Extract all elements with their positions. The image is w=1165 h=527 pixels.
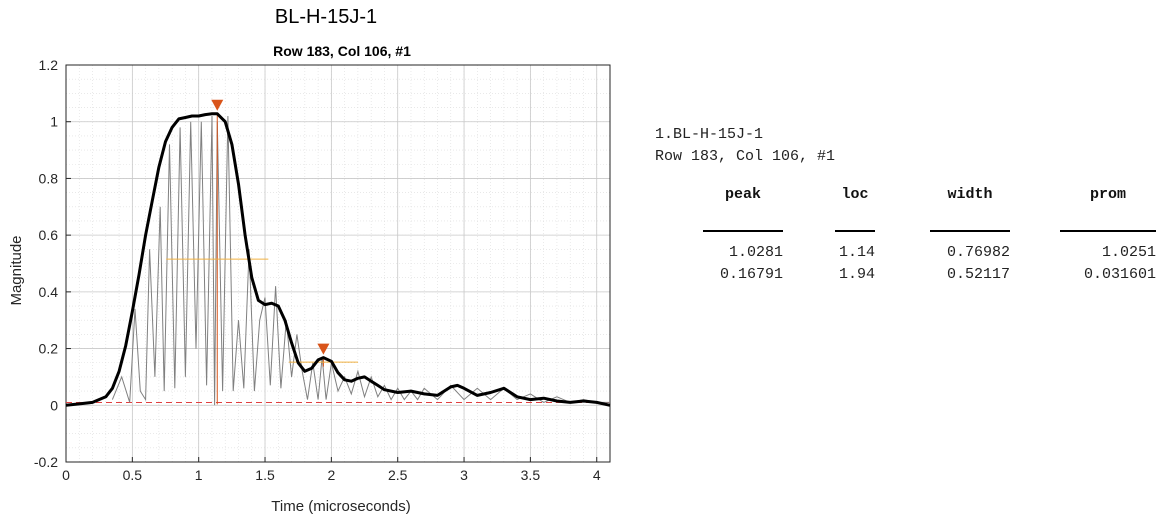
y-tick-label: 1.2 bbox=[39, 57, 59, 73]
width-column: width bbox=[930, 184, 1010, 206]
table-cell-loc-2: 1.94 bbox=[838, 266, 875, 283]
console-line-2: Row 183, Col 106, #1 bbox=[655, 148, 836, 165]
y-tick-label: 1 bbox=[50, 114, 58, 130]
magnitude-chart: 0 0.5 1 1.5 2 2.5 3 3.5 4-0.200.20.40.60.811.2Ti… bbox=[8, 43, 611, 515]
x-tick-label: 3.5 bbox=[521, 467, 541, 483]
peak-marker-1 bbox=[211, 99, 224, 111]
x-tick-label: 1 bbox=[195, 467, 203, 483]
console-line-1: 1.BL-H-15J-1 bbox=[655, 126, 764, 143]
loc-column: loc bbox=[835, 184, 875, 206]
table-cell-peak-1: 1.0281 bbox=[728, 244, 783, 261]
x-tick-label: 1.5 bbox=[255, 467, 275, 483]
peak-rule bbox=[703, 230, 783, 232]
x-tick-label: 0.5 bbox=[123, 467, 143, 483]
signal-series bbox=[111, 115, 610, 406]
y-tick-label: 0 bbox=[50, 397, 58, 413]
x-tick-label: 2.5 bbox=[388, 467, 408, 483]
table-cell-peak-2: 0.16791 bbox=[719, 266, 783, 283]
peak-column: peak bbox=[703, 184, 783, 206]
y-tick-label: 0.8 bbox=[39, 170, 59, 186]
table-cell-loc-1: 1.14 bbox=[838, 244, 875, 261]
x-tick-label: 4 bbox=[593, 467, 601, 483]
width-header: width bbox=[947, 186, 993, 203]
table-cell-prom-1: 1.0251 bbox=[1101, 244, 1156, 261]
y-axis-label: Magnitude bbox=[8, 235, 25, 305]
table-cell-width-2: 0.52117 bbox=[946, 266, 1010, 283]
prom-column: prom bbox=[1060, 184, 1156, 206]
table-cell-prom-2: 0.031601 bbox=[1083, 266, 1156, 283]
x-tick-label: 3 bbox=[460, 467, 468, 483]
y-tick-label: 0.4 bbox=[39, 284, 59, 300]
prom-header: prom bbox=[1089, 186, 1126, 203]
envelope-series bbox=[65, 112, 611, 407]
axes-box bbox=[65, 64, 611, 463]
prom-rule bbox=[1060, 230, 1156, 232]
y-tick-label: 0.2 bbox=[39, 341, 59, 357]
chart-title: Row 183, Col 106, #1 bbox=[273, 43, 411, 59]
x-tick-label: 0 bbox=[62, 467, 70, 483]
x-tick-label: 2 bbox=[327, 467, 335, 483]
peak-header: peak bbox=[724, 186, 761, 203]
x-axis-label: Time (microseconds) bbox=[271, 498, 410, 515]
y-tick-label: 0.6 bbox=[39, 227, 59, 243]
y-tick-label: -0.2 bbox=[34, 454, 58, 470]
table-cell-width-1: 0.76982 bbox=[946, 244, 1010, 261]
loc-header: loc bbox=[841, 186, 869, 203]
figure-title: BL-H-15J-1 bbox=[274, 6, 378, 28]
loc-rule bbox=[835, 230, 875, 232]
console-output: 1.BL-H-15J-1 Row 183, Col 106, #1 peak l… bbox=[655, 124, 1156, 283]
peak-marker-2 bbox=[317, 343, 330, 355]
width-rule bbox=[930, 230, 1010, 232]
